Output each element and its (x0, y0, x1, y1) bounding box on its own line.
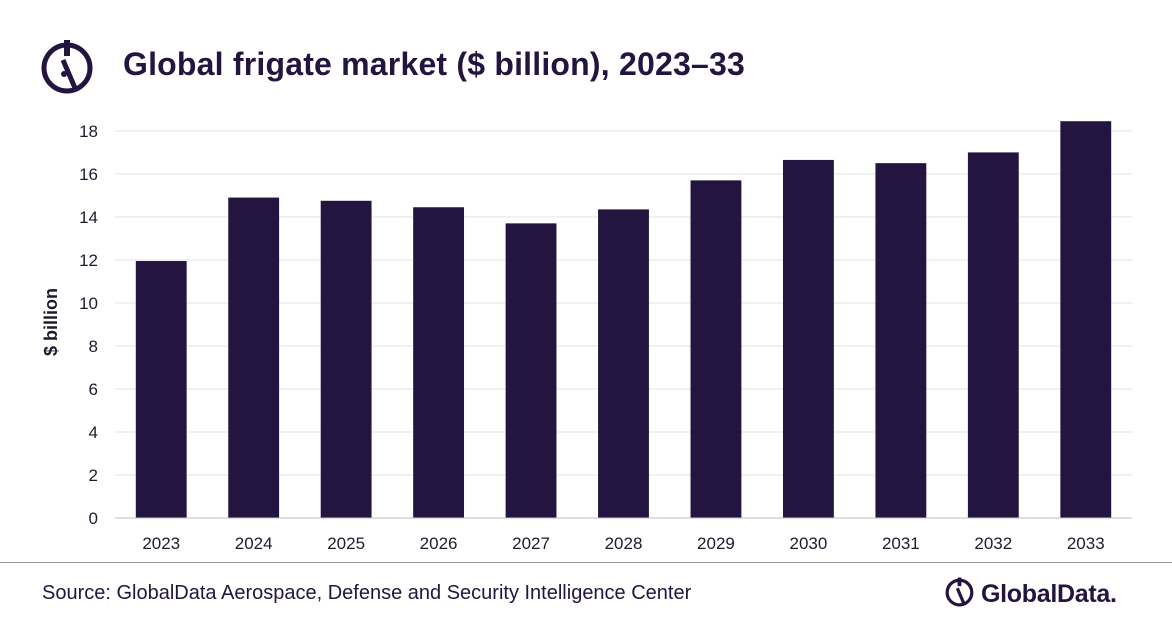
y-tick-label: 18 (79, 122, 98, 141)
x-tick-label: 2023 (142, 534, 180, 553)
bar (967, 152, 1019, 518)
x-tick-label: 2033 (1067, 534, 1105, 553)
bar (228, 197, 280, 518)
y-tick-label: 6 (89, 380, 98, 399)
x-tick-label: 2027 (512, 534, 550, 553)
y-tick-label: 12 (79, 251, 98, 270)
brand-name: GlobalData. (981, 579, 1117, 608)
x-tick-label: 2025 (327, 534, 365, 553)
bar (1060, 121, 1112, 519)
bar (875, 163, 927, 518)
y-tick-label: 0 (89, 509, 98, 528)
x-tick-label: 2028 (605, 534, 643, 553)
bar (690, 180, 742, 518)
bar (320, 200, 372, 518)
bar (782, 159, 834, 518)
page-title: Global frigate market ($ billion), 2023–… (123, 46, 745, 82)
bar (413, 207, 465, 518)
x-tick-label: 2030 (789, 534, 827, 553)
footer-divider (0, 562, 1172, 563)
y-tick-label: 2 (89, 466, 98, 485)
bar (505, 223, 557, 518)
bar (135, 261, 187, 518)
y-tick-label: 10 (79, 294, 98, 313)
y-tick-label: 14 (79, 208, 98, 227)
x-tick-label: 2026 (420, 534, 458, 553)
x-tick-label: 2032 (974, 534, 1012, 553)
y-tick-label: 4 (89, 423, 98, 442)
x-tick-label: 2024 (235, 534, 273, 553)
y-axis-label: $ billion (41, 288, 61, 356)
source-note: Source: GlobalData Aerospace, Defense an… (42, 582, 692, 604)
globaldata-brand: GlobalData. (945, 576, 1117, 612)
x-tick-label: 2029 (697, 534, 735, 553)
x-tick-label: 2031 (882, 534, 920, 553)
y-tick-label: 8 (89, 337, 98, 356)
globaldata-brand-icon (945, 575, 975, 614)
bar (598, 209, 649, 519)
y-tick-label: 16 (79, 165, 98, 184)
globaldata-logo-icon (40, 36, 96, 98)
